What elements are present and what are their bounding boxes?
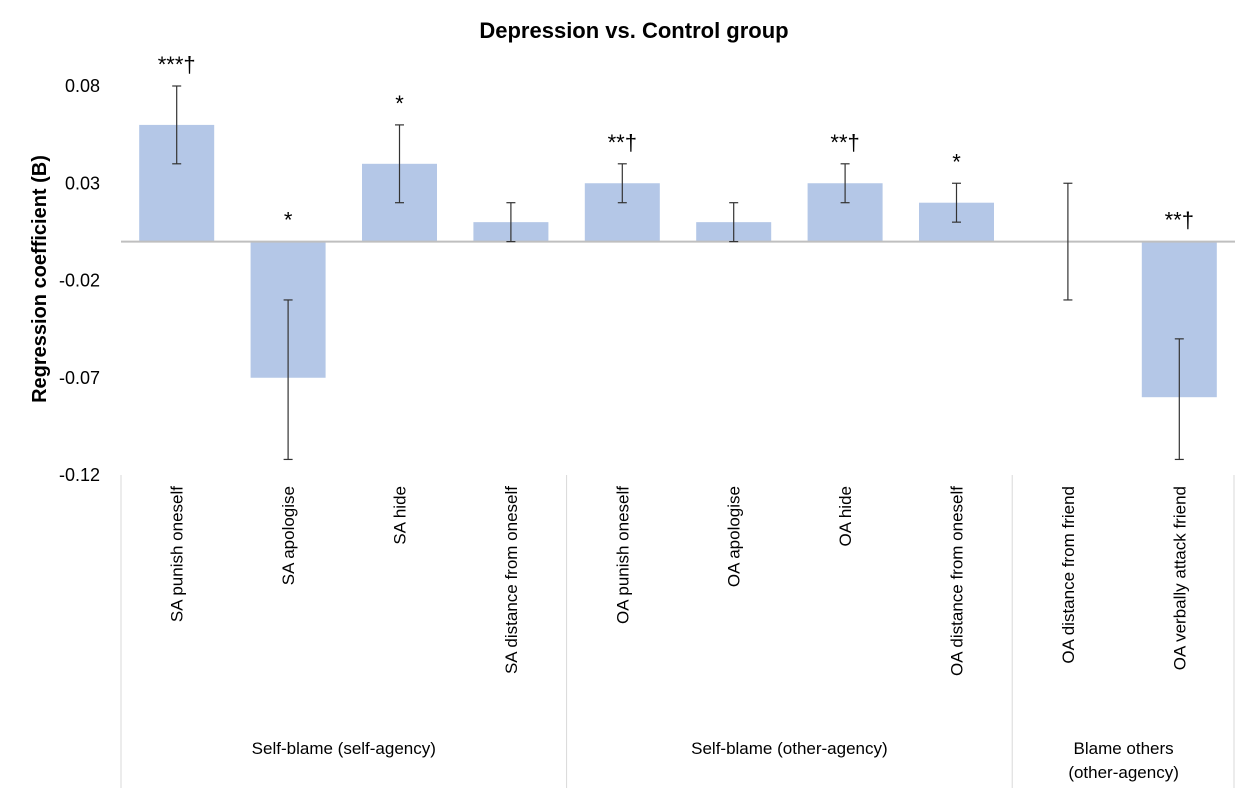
chart-title: Depression vs. Control group	[479, 18, 788, 43]
error-bar	[952, 182, 961, 223]
y-tick-label: 0.08	[65, 76, 100, 96]
category-label: OA apologise	[725, 486, 744, 587]
significance-marker: *	[395, 91, 404, 116]
significance-marker: *	[284, 208, 293, 233]
error-bar	[395, 124, 404, 204]
error-bar	[617, 163, 627, 204]
error-bar	[840, 163, 850, 204]
category-label: SA distance from oneself	[502, 486, 521, 674]
error-bar	[1174, 338, 1184, 461]
group-label: Self-blame (other-agency)	[691, 739, 888, 758]
y-tick-label: -0.12	[59, 465, 100, 485]
error-bar	[729, 202, 739, 243]
group-label: Self-blame (self-agency)	[252, 739, 436, 758]
category-label: OA verbally attack friend	[1170, 486, 1189, 670]
error-bar	[283, 299, 293, 461]
category-label: SA apologise	[279, 486, 298, 585]
category-label: OA distance from oneself	[948, 486, 967, 676]
category-label: OA hide	[836, 486, 855, 547]
category-label: SA hide	[391, 486, 410, 545]
significance-marker: ***†	[158, 52, 196, 77]
significance-marker: **†	[608, 130, 637, 155]
y-tick-label: 0.03	[65, 173, 100, 193]
error-bar	[172, 85, 182, 165]
y-tick-label: -0.02	[59, 271, 100, 291]
significance-marker: *	[952, 149, 961, 174]
group-label: Blame others (other-agency)	[1068, 739, 1179, 782]
error-bar	[1063, 182, 1073, 301]
category-label: SA punish oneself	[168, 486, 187, 622]
category-label: OA distance from friend	[1059, 486, 1078, 664]
y-tick-label: -0.07	[59, 368, 100, 388]
significance-marker: **†	[830, 130, 859, 155]
error-bar	[506, 202, 516, 243]
significance-marker: **†	[1165, 208, 1194, 233]
y-axis-label: Regression coefficient (B)	[29, 155, 51, 403]
category-label: OA punish oneself	[613, 486, 632, 624]
